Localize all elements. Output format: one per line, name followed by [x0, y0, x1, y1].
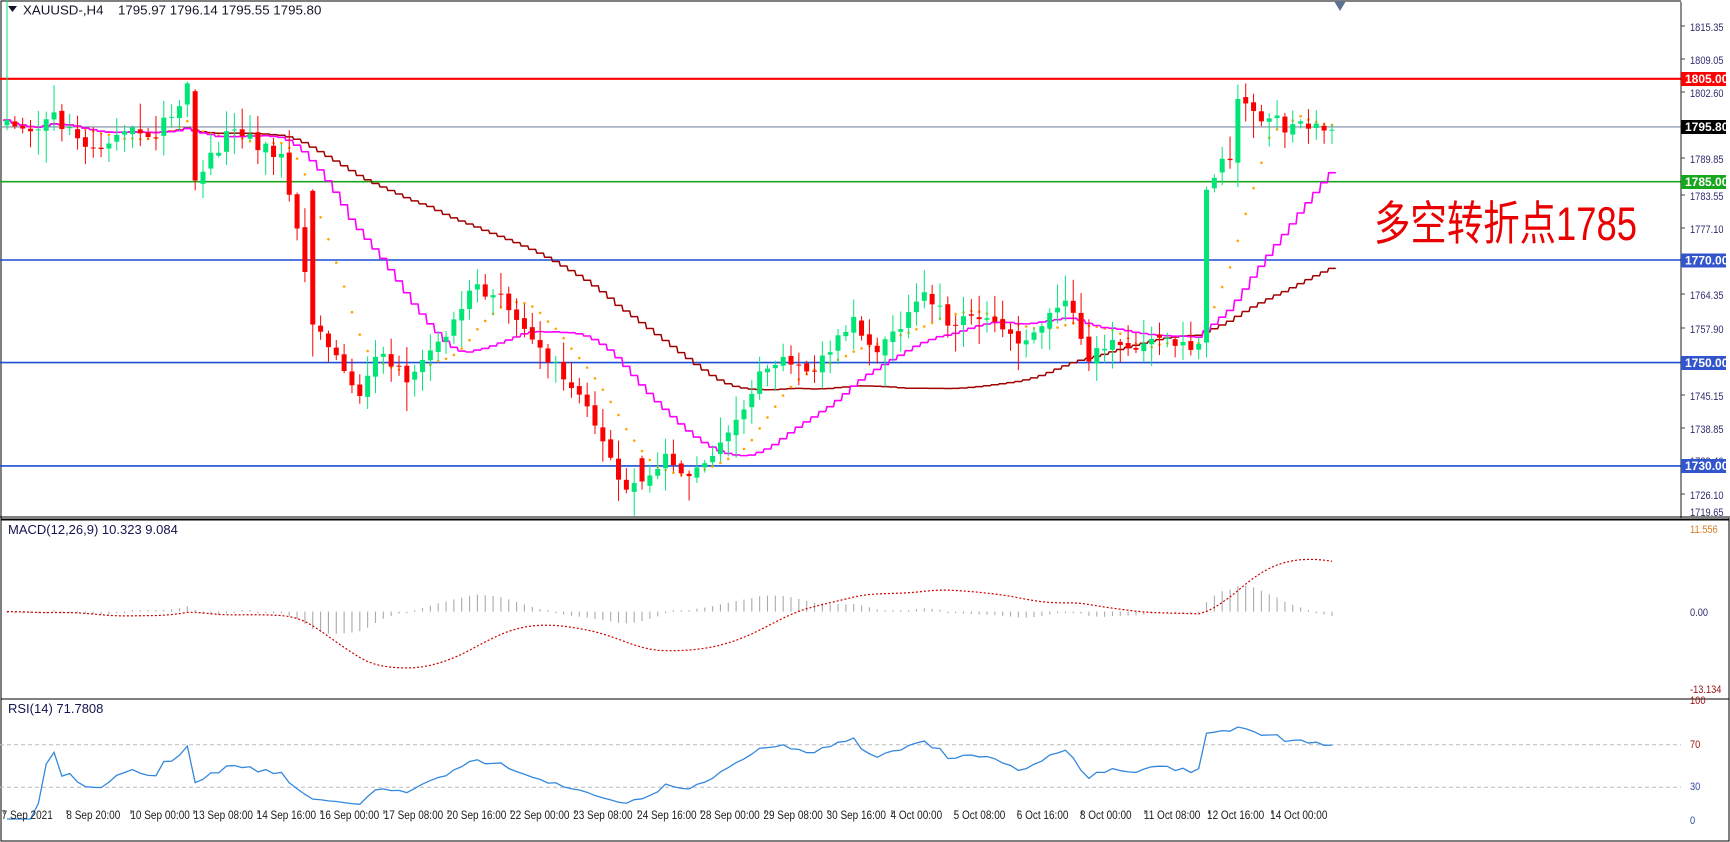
svg-text:11 Oct 08:00: 11 Oct 08:00 — [1144, 809, 1200, 822]
svg-text:4 Oct 00:00: 4 Oct 00:00 — [891, 809, 943, 822]
svg-text:1809.05: 1809.05 — [1690, 55, 1724, 67]
svg-text:14 Oct 00:00: 14 Oct 00:00 — [1270, 809, 1327, 822]
svg-text:1730.00: 1730.00 — [1685, 459, 1729, 473]
svg-text:16 Sep 00:00: 16 Sep 00:00 — [320, 809, 379, 822]
svg-text:30 Sep 16:00: 30 Sep 16:00 — [827, 809, 886, 822]
svg-text:22 Sep 00:00: 22 Sep 00:00 — [510, 809, 569, 822]
svg-text:14 Sep 16:00: 14 Sep 16:00 — [257, 809, 316, 822]
svg-text:0.00: 0.00 — [1690, 607, 1708, 619]
svg-text:RSI(14) 71.7808: RSI(14) 71.7808 — [8, 701, 103, 716]
svg-text:12 Oct 16:00: 12 Oct 16:00 — [1207, 809, 1264, 822]
svg-text:17 Sep 08:00: 17 Sep 08:00 — [384, 809, 443, 822]
svg-text:1719.65: 1719.65 — [1690, 507, 1724, 519]
svg-text:1738.85: 1738.85 — [1690, 424, 1724, 436]
svg-text:11.556: 11.556 — [1690, 524, 1718, 536]
svg-text:8 Sep 20:00: 8 Sep 20:00 — [66, 809, 120, 822]
svg-text:1770.00: 1770.00 — [1685, 254, 1729, 268]
svg-text:1764.35: 1764.35 — [1690, 290, 1724, 302]
svg-text:24 Sep 16:00: 24 Sep 16:00 — [637, 809, 696, 822]
svg-text:1805.00: 1805.00 — [1685, 72, 1729, 86]
svg-text:1815.35: 1815.35 — [1690, 22, 1724, 34]
svg-text:1750.00: 1750.00 — [1685, 356, 1729, 370]
svg-text:1726.10: 1726.10 — [1690, 490, 1724, 502]
svg-text:1789.85: 1789.85 — [1690, 154, 1724, 166]
svg-text:1795.97 1796.14 1795.55 1795.8: 1795.97 1796.14 1795.55 1795.80 — [118, 3, 321, 18]
svg-text:1777.10: 1777.10 — [1690, 224, 1724, 236]
svg-text:多空转折点1785: 多空转折点1785 — [1374, 198, 1637, 251]
svg-text:1757.90: 1757.90 — [1690, 324, 1724, 336]
svg-text:XAUUSD-,H4: XAUUSD-,H4 — [23, 3, 104, 18]
svg-text:1745.15: 1745.15 — [1690, 391, 1724, 403]
svg-text:1785.00: 1785.00 — [1685, 175, 1729, 189]
svg-text:100: 100 — [1690, 695, 1706, 707]
svg-text:0: 0 — [1690, 815, 1695, 827]
svg-text:29 Sep 08:00: 29 Sep 08:00 — [763, 809, 822, 822]
svg-text:28 Sep 00:00: 28 Sep 00:00 — [700, 809, 759, 822]
svg-text:6 Oct 16:00: 6 Oct 16:00 — [1017, 809, 1069, 822]
svg-text:5 Oct 08:00: 5 Oct 08:00 — [954, 809, 1006, 822]
svg-text:30: 30 — [1690, 781, 1701, 793]
svg-text:7 Sep 2021: 7 Sep 2021 — [2, 809, 53, 822]
svg-text:1802.60: 1802.60 — [1690, 88, 1724, 100]
svg-text:23 Sep 08:00: 23 Sep 08:00 — [573, 809, 632, 822]
svg-text:20 Sep 16:00: 20 Sep 16:00 — [447, 809, 506, 822]
svg-text:70: 70 — [1690, 739, 1701, 751]
svg-text:1795.80: 1795.80 — [1685, 120, 1729, 134]
svg-text:MACD(12,26,9) 10.323 9.084: MACD(12,26,9) 10.323 9.084 — [8, 522, 178, 537]
svg-text:13 Sep 08:00: 13 Sep 08:00 — [194, 809, 253, 822]
svg-text:8 Oct 00:00: 8 Oct 00:00 — [1080, 809, 1132, 822]
svg-text:1783.55: 1783.55 — [1690, 191, 1724, 203]
svg-text:10 Sep 00:00: 10 Sep 00:00 — [130, 809, 189, 822]
